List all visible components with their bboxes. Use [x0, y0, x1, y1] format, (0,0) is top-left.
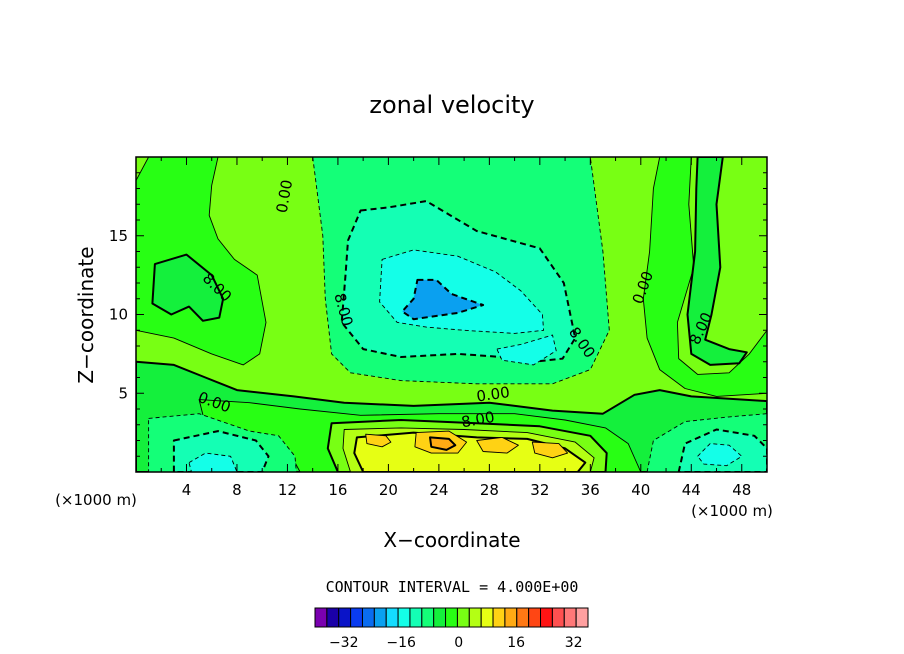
colorbar-swatch	[373, 607, 387, 628]
colorbar-swatch	[421, 607, 435, 628]
contour-region	[496, 334, 557, 366]
colorbar: −32 −16 0 16 32	[314, 607, 589, 651]
x-tick-label: 44	[682, 481, 701, 499]
colorbar-tick-label: 0	[454, 635, 463, 651]
x-tick-label: 16	[328, 481, 347, 499]
x-tick-label: 36	[581, 481, 600, 499]
colorbar-swatch	[540, 607, 553, 628]
contour-region	[188, 452, 238, 472]
colorbar-swatch	[326, 607, 340, 628]
x-tick-label: 32	[530, 481, 549, 499]
contour-region	[531, 441, 569, 459]
colorbar-swatch	[433, 607, 447, 628]
colorbar-swatch	[338, 607, 352, 628]
x-unit-label-left: (×1000 m)	[55, 491, 137, 509]
colorbar-swatch	[468, 607, 482, 628]
contour-interval-text: CONTOUR INTERVAL = 4.000E+00	[326, 578, 579, 596]
y-axis-label: Z−coordinate	[74, 246, 98, 383]
contour-region	[429, 436, 457, 451]
colorbar-swatch	[385, 607, 399, 628]
contour-region	[697, 443, 743, 467]
contour-label: 8.00	[460, 408, 496, 432]
x-axis-label: X−coordinate	[383, 528, 520, 552]
contour-label: 0.00	[475, 383, 511, 405]
x-tick-label: 24	[429, 481, 448, 499]
contour-region	[686, 157, 748, 366]
x-tick-label: 48	[732, 481, 751, 499]
colorbar-swatch	[551, 607, 565, 628]
y-tick-label: 15	[109, 227, 128, 245]
contour-region	[401, 278, 485, 321]
contour-region	[476, 436, 519, 454]
plot-area	[136, 157, 767, 472]
colorbar-swatch	[314, 607, 328, 628]
y-tick-label: 10	[109, 306, 128, 324]
x-tick-label: 8	[232, 481, 242, 499]
colorbar-swatch	[528, 607, 542, 628]
colorbar-swatch	[516, 607, 530, 628]
z-unit-label-right: (×1000 m)	[691, 502, 773, 520]
colorbar-swatch	[563, 607, 577, 628]
x-tick-label: 12	[278, 481, 297, 499]
contour-region	[365, 433, 392, 448]
colorbar-swatch	[492, 607, 506, 628]
colorbar-tick-label: 16	[507, 635, 525, 651]
colorbar-tick-label: −16	[386, 635, 416, 651]
y-tick-label: 5	[118, 384, 128, 402]
colorbar-swatch	[456, 607, 470, 628]
colorbar-swatch	[504, 607, 518, 628]
colorbar-tick-label: 32	[565, 635, 583, 651]
x-tick-label: 20	[379, 481, 398, 499]
colorbar-swatch	[409, 607, 423, 628]
colorbar-swatch	[575, 607, 589, 628]
x-tick-label: 4	[182, 481, 192, 499]
x-tick-label: 28	[480, 481, 499, 499]
chart-title: zonal velocity	[369, 91, 534, 119]
colorbar-swatch	[480, 607, 494, 628]
colorbar-swatch	[397, 607, 411, 628]
x-tick-label: 40	[631, 481, 650, 499]
colorbar-swatch	[361, 607, 375, 628]
colorbar-swatch	[445, 607, 458, 628]
contour-region	[151, 253, 225, 322]
colorbar-tick-label: −32	[329, 635, 359, 651]
contour-label: 0.00	[273, 178, 297, 214]
colorbar-swatch	[350, 607, 363, 628]
